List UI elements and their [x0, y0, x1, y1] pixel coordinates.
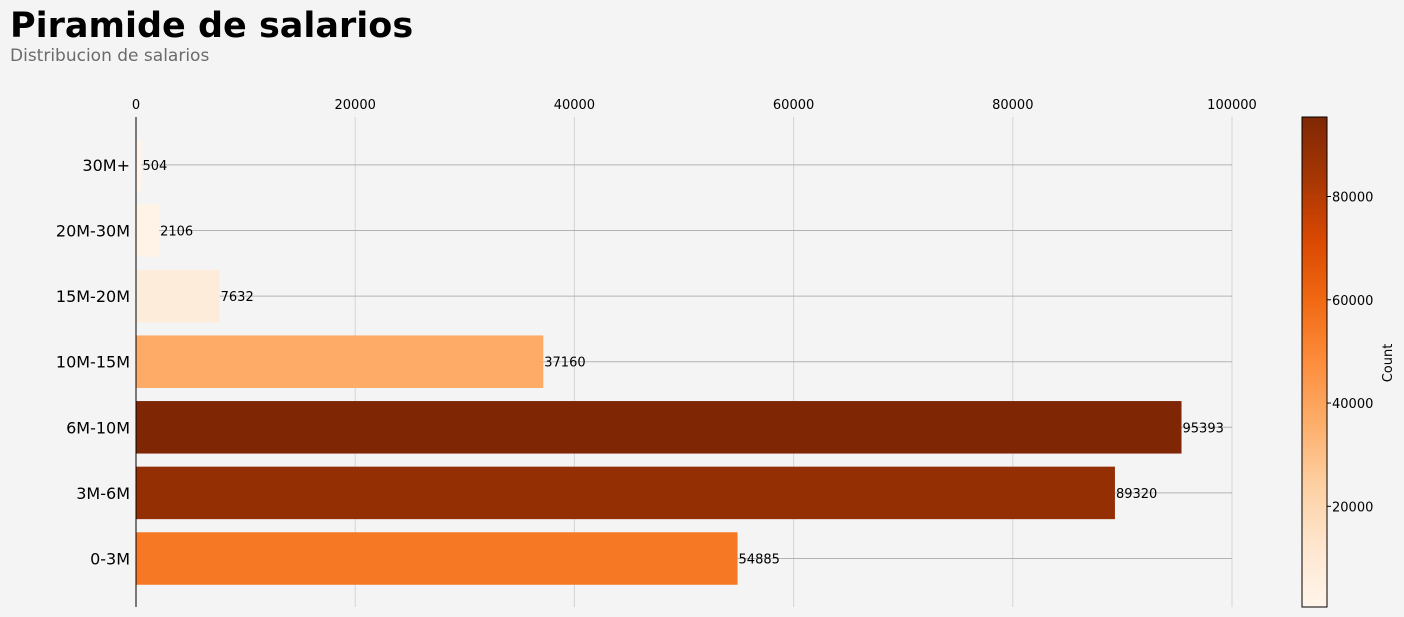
bar-20M-30M: [136, 204, 160, 257]
data-label: 37160: [544, 356, 585, 371]
bar-15M-20M: [136, 269, 220, 323]
x-tick-label: 20000: [335, 98, 376, 113]
y-tick-label: 10M-15M: [56, 353, 130, 372]
y-tick-label: 3M-6M: [76, 484, 130, 503]
data-label: 7632: [221, 290, 254, 305]
data-label: 95393: [1183, 421, 1224, 436]
bar-3M-6M: [136, 466, 1115, 520]
chart-title: Piramide de salarios: [10, 6, 414, 46]
x-tick-label: 100000: [1207, 98, 1257, 113]
y-tick-label: 30M+: [82, 156, 130, 175]
bar-30M+: [136, 138, 142, 192]
y-tick-label: 6M-10M: [66, 418, 130, 437]
bars: [136, 138, 1182, 585]
labels: 0 20000 40000 60000 80000 100000 0-3M 54885 3M-6…: [56, 98, 1257, 569]
bar-6M-10M: [136, 401, 1182, 454]
data-label: 89320: [1116, 487, 1157, 502]
colorbar-label: Count: [1381, 344, 1396, 383]
x-tick-label: 80000: [992, 98, 1033, 113]
colorbar-tick-label: 40000: [1332, 397, 1373, 412]
x-tick-label: 60000: [773, 98, 814, 113]
colorbar-tick-label: 80000: [1332, 190, 1373, 205]
chart-subtitle: Distribucion de salarios: [10, 46, 210, 66]
colorbar-tick-label: 20000: [1332, 500, 1373, 515]
data-label: 2106: [160, 225, 193, 240]
bar-10M-15M: [136, 335, 544, 388]
y-tick-label: 0-3M: [90, 550, 130, 569]
y-tick-label: 20M-30M: [56, 222, 130, 241]
data-label: 54885: [739, 553, 780, 568]
colorbar: 20000 40000 60000 80000 Count: [1301, 116, 1396, 608]
x-tick-label: 0: [132, 98, 140, 113]
y-tick-label: 15M-20M: [56, 287, 130, 306]
x-tick-label: 40000: [554, 98, 595, 113]
data-label: 504: [143, 159, 168, 174]
colorbar-tick-label: 60000: [1332, 294, 1373, 309]
colorbar-gradient: [1301, 116, 1328, 608]
bar-0-3M: [136, 532, 738, 585]
